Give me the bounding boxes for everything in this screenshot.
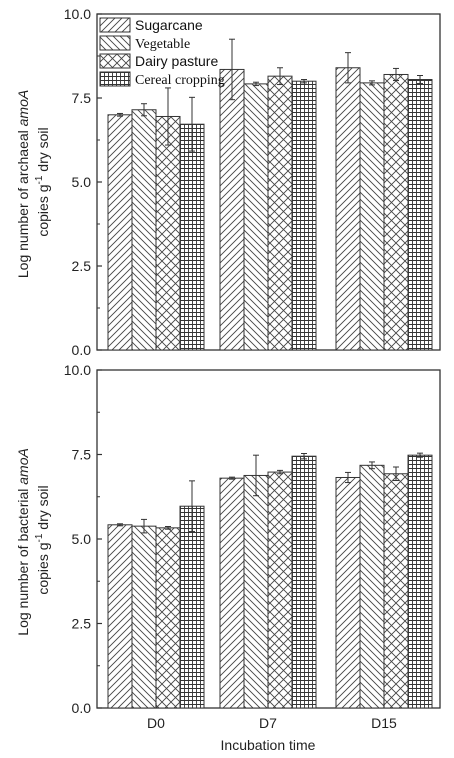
- legend-swatch-vegetable: [99, 35, 131, 51]
- bar-cereal-cropping-d15: [407, 454, 433, 709]
- y-axis: 0.0 2.5 5.0 7.5 10.0: [64, 6, 102, 358]
- y-tick-label: 5.0: [72, 531, 92, 547]
- bar-sugarcane-d15: [335, 67, 361, 351]
- error-bar-vegetable-d15: [369, 461, 375, 470]
- x-axis-title: Incubation time: [221, 737, 316, 753]
- y-tick-label: 7.5: [72, 447, 92, 463]
- y-axis: 0.0 2.5 5.0 7.5 10.0: [64, 362, 102, 716]
- bar-cereal-cropping-d0: [179, 123, 205, 351]
- y-axis-title: Log number of bacterial amoA copies g-1 …: [15, 444, 51, 635]
- bacterial-amoA-panel: 0.0 2.5 5.0 7.5 10.0 D0 D7 D15 Log number of b…: [15, 362, 441, 753]
- legend-label-dairy-pasture: Dairy pasture: [135, 53, 218, 69]
- error-bar-cereal-cropping-d15: [417, 74, 423, 85]
- bar-dairy-pasture-d0: [155, 527, 181, 709]
- x-tick-label-d0: D0: [147, 715, 165, 731]
- error-bar-vegetable-d0: [141, 103, 147, 117]
- x-tick-label-d15: D15: [371, 715, 397, 731]
- error-bar-cereal-cropping-d0: [189, 96, 195, 152]
- bar-cereal-cropping-d7: [291, 80, 317, 351]
- bar-group: [107, 38, 433, 351]
- y-tick-label: 10.0: [64, 362, 91, 378]
- error-bar-dairy-pasture-d7: [277, 67, 283, 86]
- bar-sugarcane-d7: [219, 68, 245, 351]
- bar-sugarcane-d0: [107, 114, 133, 351]
- bar-cereal-cropping-d15: [407, 79, 433, 351]
- y-axis-title: Log number of archaeal amoA copies g-1 d…: [15, 86, 51, 278]
- error-bar-vegetable-d7: [253, 454, 259, 497]
- archaeal-amoA-panel: 0.0 2.5 5.0 7.5 10.0 Sugarcane VegetableDairy…: [15, 6, 441, 358]
- error-bar-cereal-cropping-d0: [189, 480, 195, 533]
- y-tick-label: 0.0: [72, 342, 92, 358]
- error-bar-sugarcane-d7: [229, 476, 235, 480]
- y-tick-label: 0.0: [72, 700, 92, 716]
- y-tick-label: 10.0: [64, 6, 91, 22]
- y-tick-label: 7.5: [72, 90, 92, 106]
- error-bar-vegetable-d0: [141, 518, 147, 534]
- bar-dairy-pasture-d7: [267, 471, 293, 709]
- error-bar-sugarcane-d0: [117, 112, 123, 117]
- bar-dairy-pasture-d7: [267, 75, 293, 351]
- bar-dairy-pasture-d15: [383, 473, 409, 709]
- bar-sugarcane-d7: [219, 477, 245, 709]
- bar-cereal-cropping-d0: [179, 505, 205, 709]
- error-bar-dairy-pasture-d15: [393, 67, 399, 82]
- error-bar-sugarcane-d15: [345, 471, 351, 484]
- error-bar-dairy-pasture-d15: [393, 466, 399, 482]
- error-bar-sugarcane-d0: [117, 523, 123, 527]
- legend-swatch-cereal-cropping: [99, 71, 131, 87]
- bar-vegetable-d0: [131, 525, 157, 709]
- x-tick-label-d7: D7: [259, 715, 277, 731]
- bar-sugarcane-d0: [107, 524, 133, 709]
- error-bar-dairy-pasture-d7: [277, 469, 283, 475]
- error-bar-vegetable-d15: [369, 80, 375, 86]
- bar-dairy-pasture-d15: [383, 73, 409, 351]
- error-bar-cereal-cropping-d15: [417, 452, 423, 458]
- legend-label-vegetable: Vegetable: [135, 37, 190, 52]
- bar-group: [107, 452, 433, 709]
- error-bar-vegetable-d7: [253, 81, 259, 87]
- bar-vegetable-d7: [243, 83, 269, 351]
- bar-vegetable-d0: [131, 109, 157, 351]
- bar-vegetable-d15: [359, 82, 385, 351]
- error-bar-cereal-cropping-d7: [301, 79, 307, 84]
- error-bar-dairy-pasture-d0: [165, 525, 171, 530]
- legend-swatch-dairy-pasture: [99, 53, 131, 69]
- bar-vegetable-d7: [243, 474, 269, 709]
- error-bar-dairy-pasture-d0: [165, 87, 171, 146]
- y-tick-label: 2.5: [72, 258, 92, 274]
- bar-dairy-pasture-d0: [155, 115, 181, 351]
- bar-sugarcane-d15: [335, 476, 361, 709]
- y-tick-label: 2.5: [72, 616, 92, 632]
- bar-cereal-cropping-d7: [291, 455, 317, 709]
- x-axis: D0 D7 D15: [147, 703, 397, 731]
- error-bar-sugarcane-d15: [345, 52, 351, 84]
- legend-label-cereal-cropping: Cereal cropping: [135, 73, 225, 88]
- legend-swatch-sugarcane: [99, 17, 131, 33]
- y-tick-label: 5.0: [72, 174, 92, 190]
- error-bar-cereal-cropping-d7: [301, 452, 307, 460]
- error-bar-sugarcane-d7: [229, 38, 235, 101]
- legend-label-sugarcane: Sugarcane: [135, 17, 203, 33]
- bar-vegetable-d15: [359, 464, 385, 709]
